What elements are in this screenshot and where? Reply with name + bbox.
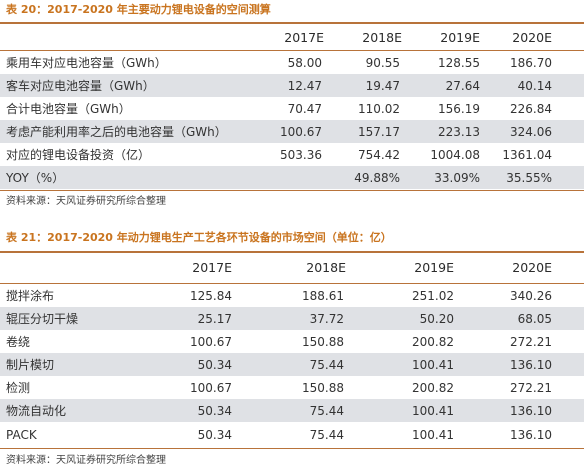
cell-2017: 503.36 bbox=[280, 147, 322, 162]
cell-2019: 100.41 bbox=[412, 357, 454, 372]
row-label: 物流自动化 bbox=[6, 403, 67, 418]
cell-2019: 27.64 bbox=[445, 78, 480, 93]
table-row: 对应的锂电设备投资（亿） 503.36 754.42 1004.08 1361.… bbox=[0, 143, 584, 166]
cell-2018: 150.88 bbox=[302, 380, 344, 395]
table1-header-row: 2017E 2018E 2019E 2020E bbox=[0, 25, 584, 51]
cell-2018: 157.17 bbox=[358, 124, 400, 139]
cell-2018: 754.42 bbox=[358, 147, 400, 162]
table-row: YOY（%） 49.88% 33.09% 35.55% bbox=[0, 166, 584, 189]
cell-2019: 156.19 bbox=[438, 101, 480, 116]
cell-2018: 150.88 bbox=[302, 334, 344, 349]
table1-bottom-rule bbox=[0, 190, 584, 191]
cell-2019: 223.13 bbox=[438, 124, 480, 139]
table-row: 检测 100.67 150.88 200.82 272.21 bbox=[0, 376, 584, 399]
table1-header-2020: 2020E bbox=[512, 29, 552, 45]
cell-2018: 37.72 bbox=[309, 311, 344, 326]
table2-header-2018: 2018E bbox=[306, 260, 346, 276]
table1-header-2018: 2018E bbox=[362, 29, 402, 45]
table2-header-2019: 2019E bbox=[414, 260, 454, 276]
cell-2017: 100.67 bbox=[280, 124, 322, 139]
row-label: 乘用车对应电池容量（GWh） bbox=[6, 55, 167, 70]
row-label: 对应的锂电设备投资（亿） bbox=[6, 147, 151, 162]
table2-header-2020: 2020E bbox=[512, 260, 552, 276]
row-label: 检测 bbox=[6, 380, 31, 395]
table1-header-2017: 2017E bbox=[284, 29, 324, 45]
cell-2018: 110.02 bbox=[358, 101, 400, 116]
table1-header-rule bbox=[0, 50, 584, 51]
cell-2019: 251.02 bbox=[412, 288, 454, 303]
cell-2020: 136.10 bbox=[510, 427, 552, 442]
table-row: 合计电池容量（GWh） 70.47 110.02 156.19 226.84 bbox=[0, 97, 584, 120]
cell-2020: 35.55% bbox=[506, 170, 552, 185]
row-label: 制片模切 bbox=[6, 357, 55, 372]
table2-title: 表 21：2017-2020 年动力锂电生产工艺各环节设备的市场空间（单位：亿） bbox=[6, 231, 392, 244]
table2-header-row: 2017E 2018E 2019E 2020E bbox=[0, 254, 584, 283]
cell-2018: 75.44 bbox=[309, 427, 344, 442]
cell-2020: 1361.04 bbox=[502, 147, 552, 162]
cell-2017: 100.67 bbox=[190, 380, 232, 395]
cell-2019: 100.41 bbox=[412, 427, 454, 442]
table-row: 卷绕 100.67 150.88 200.82 272.21 bbox=[0, 330, 584, 353]
row-label: 考虑产能利用率之后的电池容量（GWh） bbox=[6, 124, 227, 139]
cell-2020: 272.21 bbox=[510, 380, 552, 395]
table2-top-rule bbox=[0, 251, 584, 253]
cell-2019: 100.41 bbox=[412, 403, 454, 418]
table-row: 乘用车对应电池容量（GWh） 58.00 90.55 128.55 186.70 bbox=[0, 51, 584, 74]
table1-top-rule bbox=[0, 22, 584, 24]
cell-2018: 75.44 bbox=[309, 357, 344, 372]
cell-2020: 136.10 bbox=[510, 357, 552, 372]
cell-2017: 50.34 bbox=[197, 427, 232, 442]
table2-bottom-rule bbox=[0, 448, 584, 449]
row-label: 合计电池容量（GWh） bbox=[6, 101, 131, 116]
table1-header-2019: 2019E bbox=[440, 29, 480, 45]
cell-2018: 49.88% bbox=[354, 170, 400, 185]
row-label: YOY（%） bbox=[6, 170, 65, 185]
cell-2019: 200.82 bbox=[412, 334, 454, 349]
cell-2020: 186.70 bbox=[510, 55, 552, 70]
cell-2019: 50.20 bbox=[419, 311, 454, 326]
table-row: PACK 50.34 75.44 100.41 136.10 bbox=[0, 422, 584, 447]
cell-2017: 12.47 bbox=[287, 78, 322, 93]
cell-2020: 136.10 bbox=[510, 403, 552, 418]
table-row: 物流自动化 50.34 75.44 100.41 136.10 bbox=[0, 399, 584, 422]
table1-title: 表 20：2017-2020 年主要动力锂电设备的空间测算 bbox=[6, 3, 271, 16]
cell-2020: 226.84 bbox=[510, 101, 552, 116]
cell-2017: 70.47 bbox=[287, 101, 322, 116]
table-row: 客车对应电池容量（GWh） 12.47 19.47 27.64 40.14 bbox=[0, 74, 584, 97]
table-row: 辊压分切干燥 25.17 37.72 50.20 68.05 bbox=[0, 307, 584, 330]
cell-2017: 125.84 bbox=[190, 288, 232, 303]
cell-2018: 90.55 bbox=[365, 55, 400, 70]
cell-2018: 188.61 bbox=[302, 288, 344, 303]
cell-2020: 40.14 bbox=[517, 78, 552, 93]
cell-2017: 50.34 bbox=[197, 403, 232, 418]
row-label: PACK bbox=[6, 427, 37, 442]
table-row: 考虑产能利用率之后的电池容量（GWh） 100.67 157.17 223.13… bbox=[0, 120, 584, 143]
cell-2017: 50.34 bbox=[197, 357, 232, 372]
table2-header-rule bbox=[0, 283, 584, 284]
table-row: 搅拌涂布 125.84 188.61 251.02 340.26 bbox=[0, 284, 584, 307]
cell-2019: 33.09% bbox=[434, 170, 480, 185]
cell-2019: 128.55 bbox=[438, 55, 480, 70]
row-label: 搅拌涂布 bbox=[6, 288, 55, 303]
table2-source-note: 资料来源：天风证券研究所综合整理 bbox=[6, 455, 166, 466]
table1-source-note: 资料来源：天风证券研究所综合整理 bbox=[6, 196, 166, 207]
cell-2018: 19.47 bbox=[365, 78, 400, 93]
table2-header-2017: 2017E bbox=[192, 260, 232, 276]
cell-2020: 340.26 bbox=[510, 288, 552, 303]
table-row: 制片模切 50.34 75.44 100.41 136.10 bbox=[0, 353, 584, 376]
cell-2018: 75.44 bbox=[309, 403, 344, 418]
cell-2020: 68.05 bbox=[517, 311, 552, 326]
cell-2017: 25.17 bbox=[197, 311, 232, 326]
cell-2019: 1004.08 bbox=[430, 147, 480, 162]
cell-2020: 272.21 bbox=[510, 334, 552, 349]
cell-2017: 100.67 bbox=[190, 334, 232, 349]
row-label: 卷绕 bbox=[6, 334, 31, 349]
row-label: 客车对应电池容量（GWh） bbox=[6, 78, 155, 93]
cell-2020: 324.06 bbox=[510, 124, 552, 139]
cell-2017: 58.00 bbox=[287, 55, 322, 70]
row-label: 辊压分切干燥 bbox=[6, 311, 79, 326]
cell-2019: 200.82 bbox=[412, 380, 454, 395]
